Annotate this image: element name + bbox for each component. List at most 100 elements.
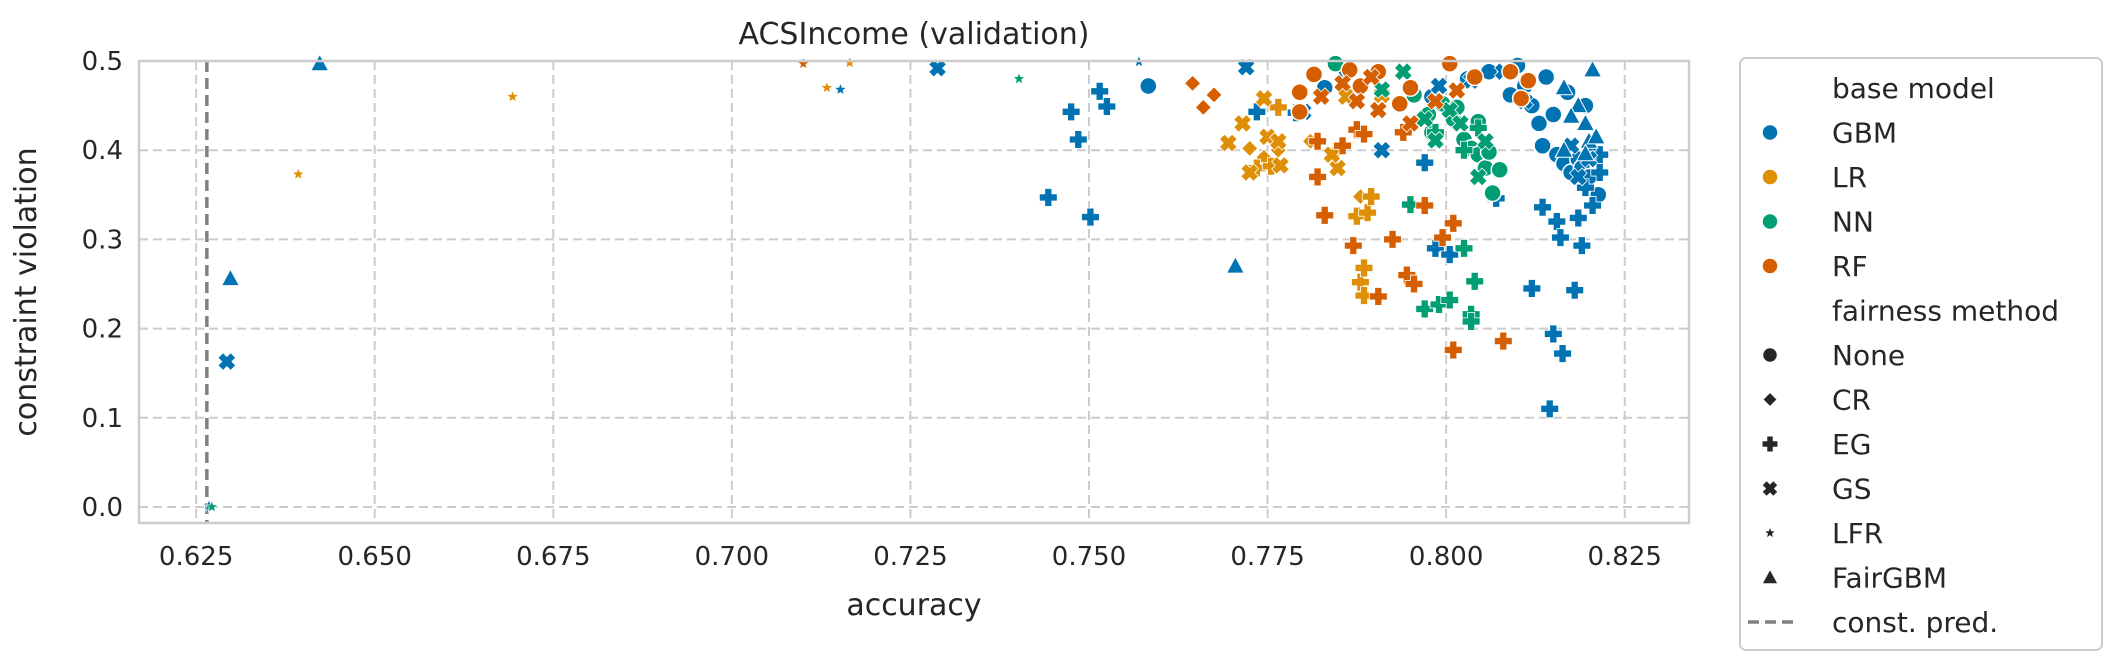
data-point [1522, 279, 1542, 298]
data-point [1554, 139, 1574, 158]
data-point [1354, 258, 1374, 278]
data-point [1426, 130, 1445, 150]
data-point [1551, 228, 1570, 247]
data-point [1311, 87, 1331, 107]
data-point [1568, 167, 1588, 187]
data-point [1333, 73, 1352, 93]
data-point [1454, 238, 1474, 258]
data-point [1553, 344, 1572, 363]
data-points [202, 53, 1610, 513]
legend-marker-eg [1761, 435, 1779, 453]
legend-marker-fairgbm [1761, 568, 1779, 585]
data-point [217, 352, 237, 371]
data-point [1361, 187, 1381, 206]
data-point [1447, 81, 1467, 100]
data-point [205, 499, 219, 513]
legend-label-none: None [1832, 339, 1905, 372]
data-point [309, 53, 330, 72]
series-rf-cr [1183, 74, 1223, 117]
data-point [1218, 133, 1238, 153]
data-point [505, 89, 520, 103]
data-point [1572, 236, 1592, 255]
data-point [1315, 205, 1335, 225]
data-point [833, 82, 848, 96]
data-point [1476, 131, 1495, 151]
x-tick-label: 0.775 [1230, 542, 1304, 572]
legend-label-eg: EG [1832, 428, 1871, 461]
legend-label-lfr: LFR [1832, 517, 1883, 550]
data-point [1465, 271, 1485, 291]
data-point [1194, 98, 1213, 117]
data-point [1415, 299, 1435, 319]
data-point [1511, 89, 1531, 108]
plot-area-frame [137, 59, 1691, 525]
data-point [1493, 331, 1513, 351]
legend-label-const-pred: const. pred. [1832, 606, 1998, 639]
legend-marker-none [1761, 346, 1779, 364]
data-point [1543, 324, 1563, 344]
data-point [1451, 114, 1470, 133]
legend-items: base model GBM LR NN RF fairness method None CR… [1748, 72, 2059, 639]
data-point [1205, 86, 1223, 104]
data-point [1183, 74, 1202, 93]
x-tick-label: 0.650 [337, 542, 411, 572]
series-rf-gs [1311, 67, 1467, 133]
data-point [1586, 126, 1606, 145]
legend-marker-gbm [1761, 123, 1779, 142]
y-tick-label: 0.3 [82, 225, 123, 255]
data-point [1536, 67, 1556, 87]
legend-marker-rf [1761, 257, 1779, 275]
data-point [1404, 274, 1424, 294]
data-point [1575, 113, 1596, 131]
data-point [1268, 131, 1288, 151]
data-point [1443, 340, 1463, 360]
data-point [1426, 91, 1445, 111]
data-point [1081, 207, 1100, 227]
x-axis-label: accuracy [846, 588, 981, 623]
data-point [1240, 139, 1259, 158]
data-point [1568, 208, 1588, 228]
data-point [1225, 255, 1246, 274]
data-point [1415, 109, 1435, 129]
data-point [1390, 94, 1409, 114]
x-tick-label: 0.750 [1052, 542, 1126, 572]
data-point [1533, 136, 1552, 155]
legend-marker-lr [1761, 168, 1779, 186]
data-point [1372, 140, 1392, 160]
data-point [1429, 76, 1449, 96]
data-point [1582, 59, 1603, 78]
x-tick-label: 0.725 [873, 542, 947, 572]
data-point [1383, 230, 1402, 249]
data-point [1440, 290, 1460, 310]
data-point [1461, 312, 1481, 331]
data-point [1440, 245, 1460, 264]
data-point [1561, 105, 1581, 124]
legend-marker-cr [1762, 391, 1778, 408]
data-point [1443, 213, 1463, 233]
legend-label-lr: LR [1832, 161, 1867, 194]
chart-title: ACSIncome (validation) [738, 17, 1089, 52]
x-tick-label: 0.675 [516, 542, 590, 572]
legend-marker-nn [1761, 212, 1779, 231]
data-point [1529, 114, 1549, 133]
data-point [1308, 131, 1327, 151]
data-point [1304, 65, 1324, 84]
data-point [1290, 102, 1309, 122]
legend: base model GBM LR NN RF fairness method None CR… [1739, 57, 2103, 651]
data-point [1554, 77, 1574, 96]
legend-label-gbm: GBM [1832, 117, 1897, 150]
y-axis-ticks: 0.0 0.1 0.2 0.3 0.4 0.5 [82, 47, 123, 523]
data-point [1393, 62, 1413, 82]
data-point [1483, 183, 1502, 203]
x-axis-ticks: 0.625 0.650 0.675 0.700 0.725 0.750 0.775 0.800… [159, 542, 1662, 572]
series-nn-lfr [205, 71, 1026, 513]
data-point [1415, 153, 1435, 173]
data-point [820, 80, 834, 94]
series-gbm-fairgbm [220, 53, 1606, 287]
legend-title-base-model: base model [1832, 72, 1995, 105]
data-point [1347, 91, 1367, 111]
y-axis-label: constraint violation [9, 147, 44, 436]
data-point [1271, 155, 1290, 175]
data-point [1465, 67, 1484, 87]
data-point [1401, 78, 1420, 98]
